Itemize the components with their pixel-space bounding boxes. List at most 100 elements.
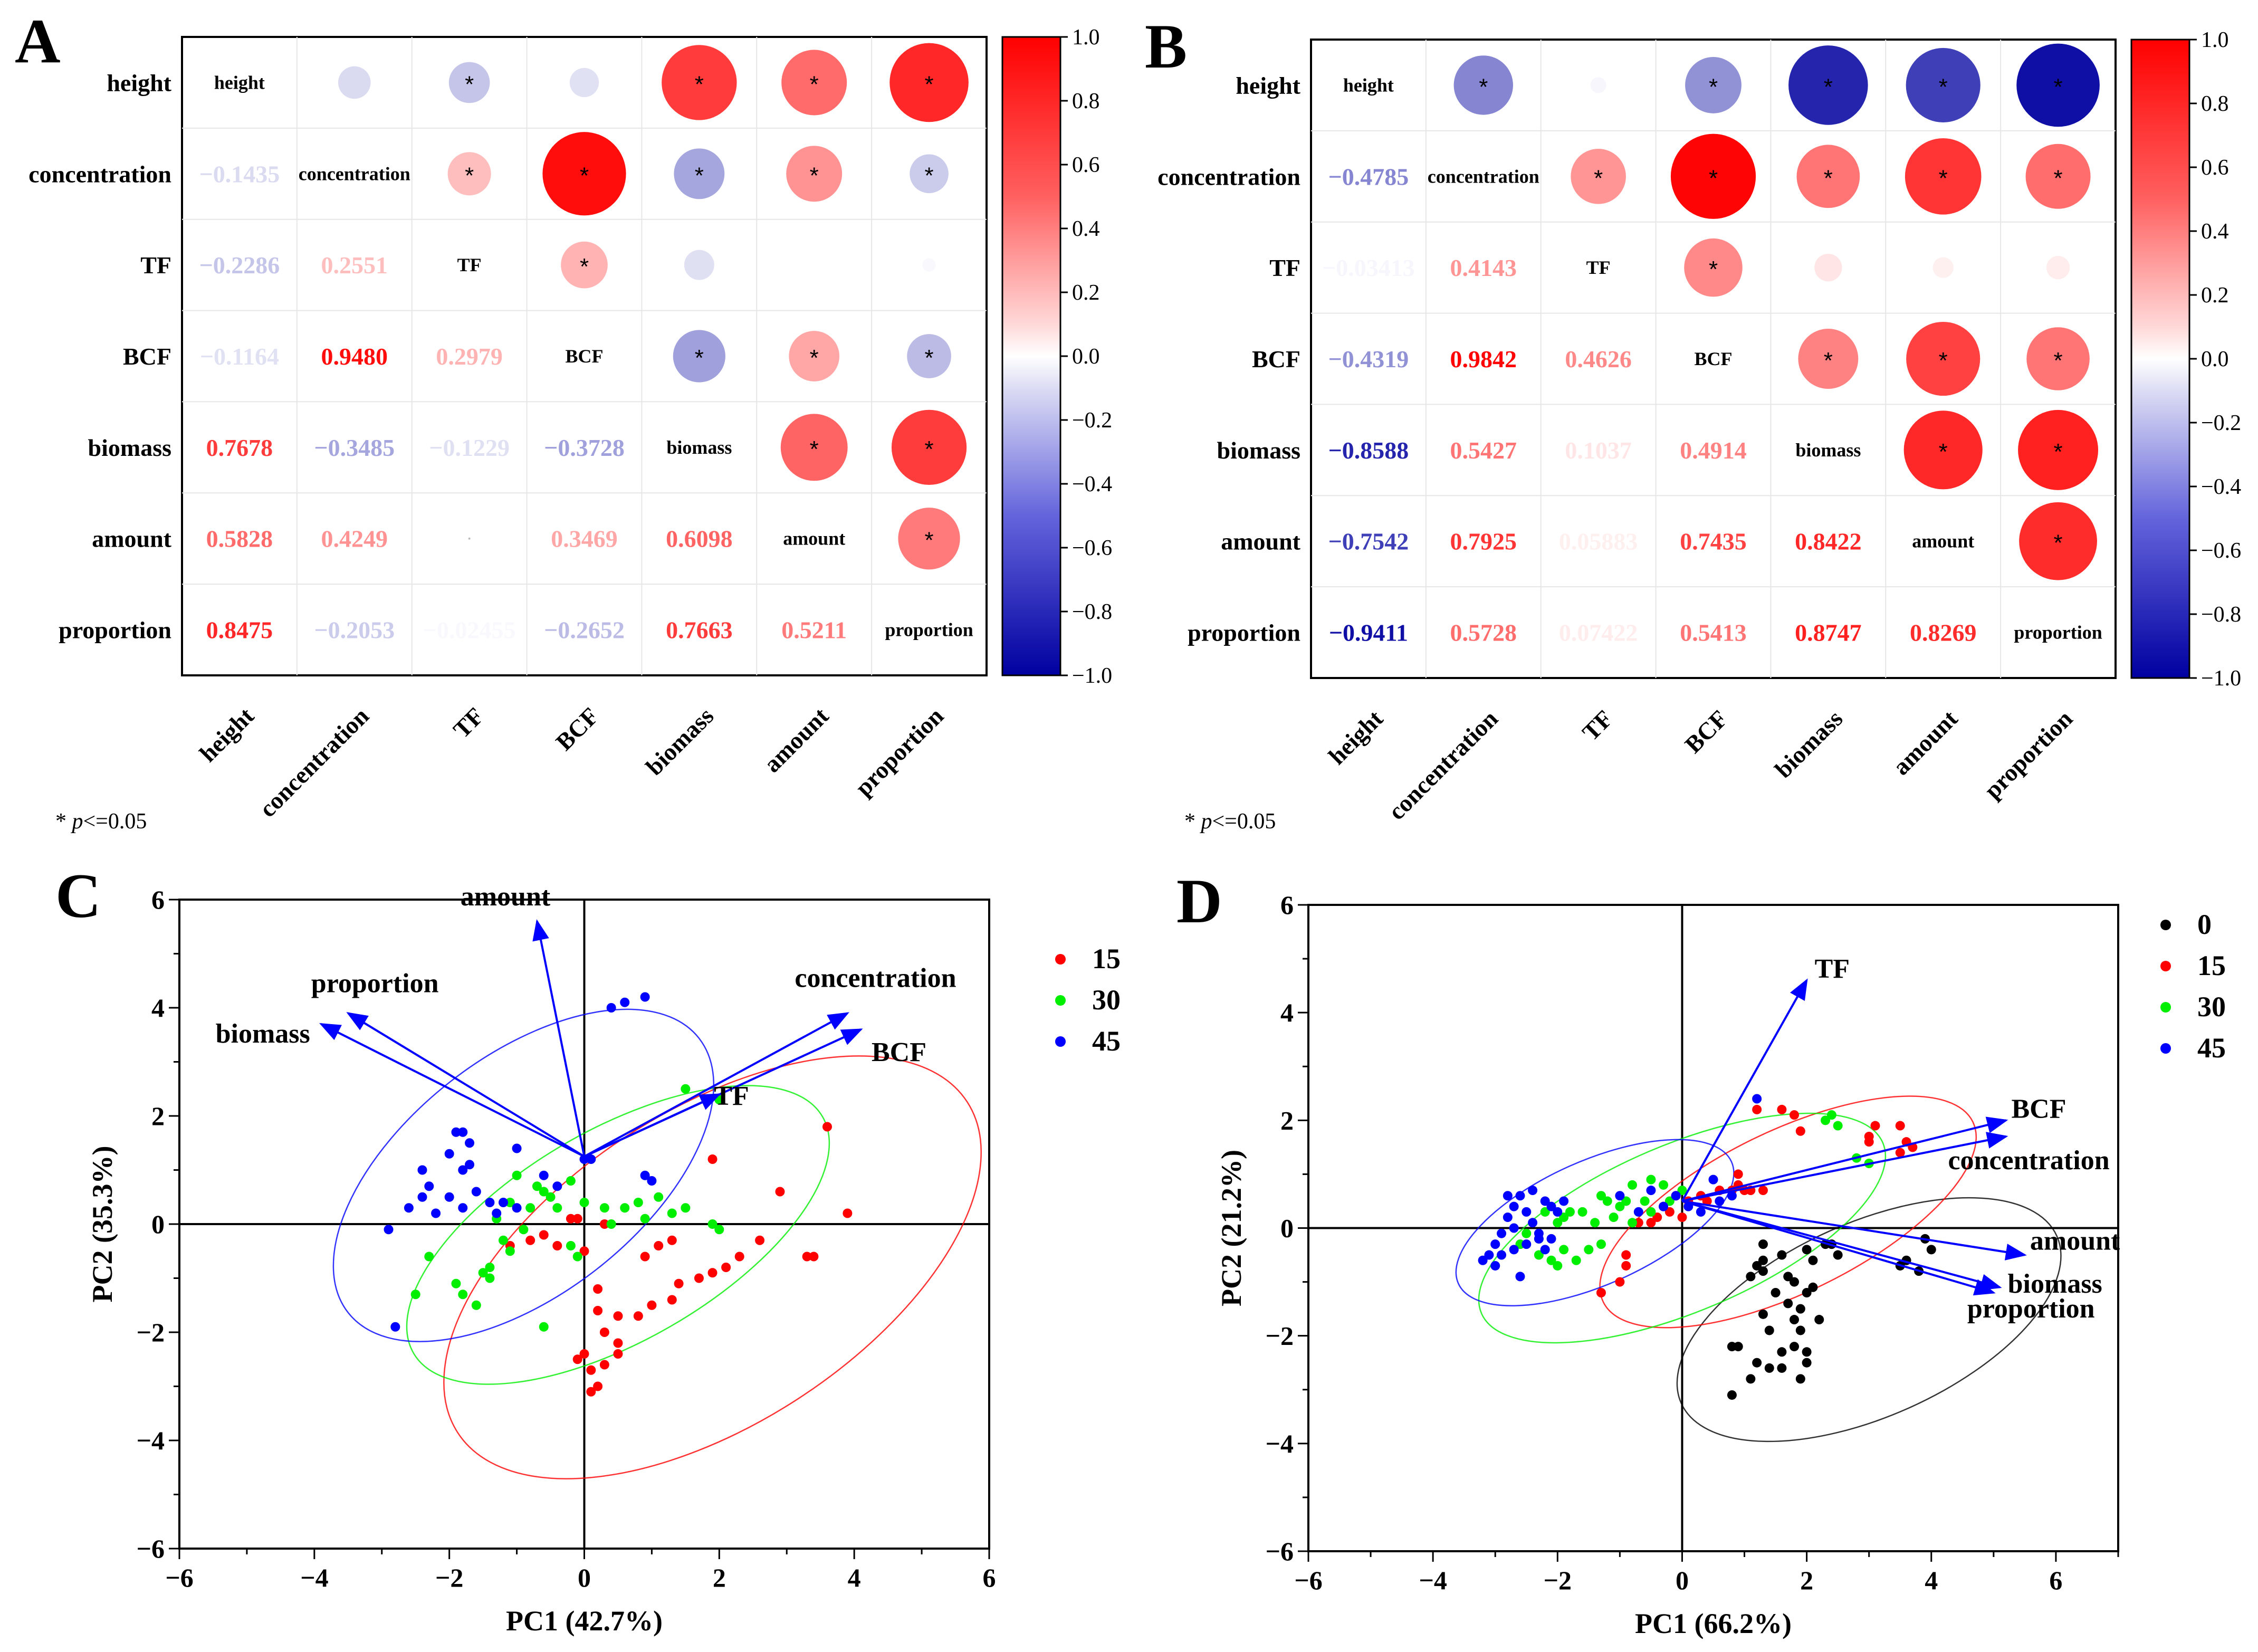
score-point-15 [599, 1219, 609, 1229]
score-point-30 [1565, 1207, 1575, 1217]
score-point-15 [572, 1214, 582, 1224]
score-point-45 [1484, 1250, 1494, 1260]
score-point-0 [1802, 1347, 1812, 1357]
score-point-30 [579, 1198, 589, 1207]
correlation-value: 0.2551 [321, 252, 388, 279]
colorbar-tick-label: 0.2 [1072, 281, 1100, 305]
diagonal-label: TF [457, 254, 482, 275]
correlation-value: 0.1037 [1565, 437, 1632, 464]
score-point-30 [1534, 1250, 1544, 1260]
y-tick-label: 2 [1280, 1105, 1294, 1135]
score-point-45 [1528, 1218, 1538, 1228]
loading-arrow-BCF [1681, 1116, 2008, 1202]
significance-star: * [465, 163, 474, 188]
score-point-0 [1783, 1298, 1793, 1309]
score-point-30 [681, 1084, 691, 1094]
legend-label: 45 [1092, 1025, 1121, 1057]
score-point-30 [519, 1225, 529, 1235]
score-point-30 [485, 1273, 495, 1283]
score-point-0 [1777, 1347, 1787, 1357]
score-point-15 [1615, 1277, 1625, 1287]
score-point-0 [1808, 1282, 1818, 1292]
score-point-30 [1646, 1174, 1656, 1185]
column-label: biomass [640, 702, 719, 780]
diagonal-label: BCF [566, 346, 604, 367]
score-point-45 [586, 1154, 596, 1164]
score-point-30 [505, 1198, 515, 1207]
score-point-30 [606, 1219, 616, 1229]
correlation-circle [891, 409, 967, 485]
score-point-15 [1752, 1104, 1762, 1114]
significance-star: * [925, 71, 934, 97]
score-point-15 [755, 1235, 765, 1245]
score-point-15 [707, 1268, 717, 1278]
score-point-45 [1515, 1272, 1525, 1282]
correlation-circle [889, 43, 969, 122]
colorbar-tick-label: 0.0 [2201, 347, 2229, 371]
score-point-0 [1727, 1390, 1737, 1400]
score-point-15 [552, 1241, 562, 1250]
score-point-45 [499, 1198, 508, 1207]
correlation-circle [569, 68, 599, 98]
score-point-30 [654, 1192, 664, 1202]
correlation-value: 0.4914 [1680, 437, 1747, 464]
score-point-45 [1659, 1201, 1669, 1211]
score-point-15 [802, 1252, 812, 1262]
correlation-value: 0.5828 [206, 526, 273, 552]
score-point-0 [1808, 1255, 1818, 1265]
loading-arrow-proportion [346, 1012, 585, 1158]
colorbar-tick-label: −0.4 [2201, 475, 2241, 499]
significance-star: * [1594, 165, 1603, 191]
correlation-value: 0.8422 [1795, 528, 1862, 555]
column-label: amount [1888, 705, 1963, 780]
score-point-30 [424, 1252, 434, 1262]
score-point-30 [1577, 1207, 1587, 1217]
loading-arrow-biomass [319, 1023, 585, 1158]
correlation-value: 0.9480 [321, 343, 388, 370]
x-tick-label: 2 [1800, 1565, 1813, 1595]
significance-star: * [2054, 74, 2063, 100]
score-point-45 [492, 1208, 502, 1218]
score-point-45 [1540, 1245, 1550, 1255]
score-point-30 [478, 1268, 488, 1278]
significance-note: * p<=0.05 [1184, 809, 1276, 834]
score-point-45 [512, 1143, 522, 1153]
score-point-45 [485, 1198, 495, 1207]
score-point-45 [458, 1127, 468, 1137]
score-point-15 [843, 1208, 853, 1218]
score-point-45 [444, 1149, 454, 1159]
y-tick-label: 4 [1280, 998, 1294, 1027]
correlation-circle [684, 250, 714, 280]
score-point-30 [1596, 1191, 1606, 1201]
confidence-ellipse-0 [1676, 1197, 2062, 1443]
row-label: amount [1221, 528, 1300, 555]
score-point-0 [1727, 1342, 1737, 1352]
correlation-panel-b: heightheightheightconcentrationconcentra… [1157, 28, 2241, 834]
correlation-value: 0.7925 [1450, 528, 1517, 555]
score-point-15 [667, 1295, 677, 1305]
correlation-value: −0.8588 [1328, 437, 1409, 464]
score-point-15 [1664, 1207, 1675, 1217]
significance-star: * [1824, 348, 1833, 374]
colorbar-tick-label: 0.4 [2201, 219, 2229, 244]
colorbar-tick-label: −0.8 [1072, 600, 1112, 624]
score-point-0 [1758, 1255, 1768, 1265]
score-point-15 [1702, 1196, 1712, 1206]
correlation-value: 0.4626 [1565, 346, 1632, 373]
row-label: height [107, 69, 171, 96]
score-point-45 [1546, 1234, 1556, 1244]
score-point-15 [1652, 1212, 1662, 1223]
correlation-value: 0.7678 [206, 434, 273, 461]
score-point-0 [1790, 1342, 1799, 1352]
score-point-45 [384, 1225, 394, 1235]
y-tick-label: −4 [137, 1426, 165, 1455]
score-point-15 [566, 1214, 576, 1224]
colorbar-tick-label: 0.8 [1072, 89, 1100, 113]
y-tick-label: 6 [151, 885, 165, 914]
correlation-circle [2026, 327, 2090, 390]
column-label: height [194, 702, 259, 767]
score-point-0 [1926, 1245, 1936, 1255]
correlation-value: 0.2979 [436, 343, 503, 370]
score-point-30 [1640, 1196, 1650, 1206]
diagonal-label: TF [1586, 257, 1611, 278]
